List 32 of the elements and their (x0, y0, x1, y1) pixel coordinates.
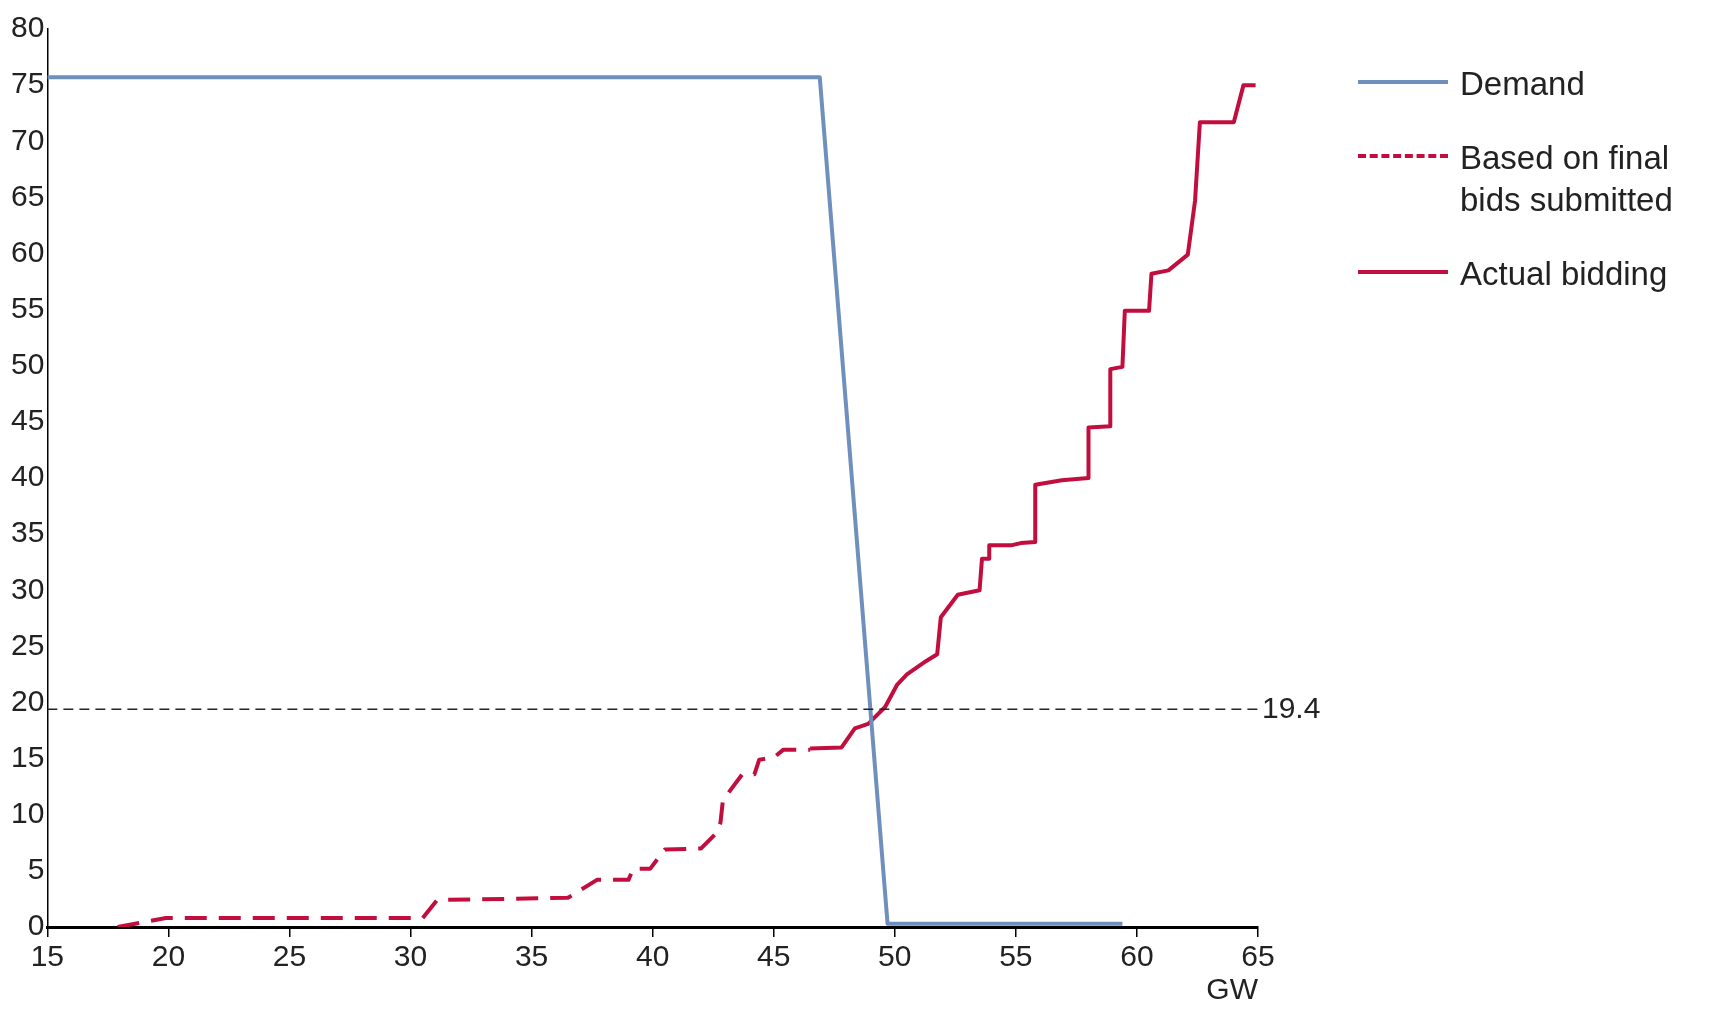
ref-line-label: 19.4 (1262, 690, 1321, 724)
x-tick-label: 60 (1120, 939, 1154, 973)
x-axis-title: GW (1206, 972, 1259, 1006)
legend-label: Actual bidding (1460, 254, 1669, 294)
y-tick-label: 70 (10, 122, 45, 156)
y-tick-label: 35 (10, 515, 45, 549)
y-tick-label: 40 (10, 459, 45, 493)
x-tick-label: 40 (636, 939, 670, 973)
x-tick-label: 20 (151, 939, 186, 973)
x-tick-label: 30 (393, 939, 428, 973)
y-tick-label: 15 (10, 739, 45, 773)
y-tick-label: 60 (10, 234, 45, 268)
x-tick-label: 55 (999, 939, 1033, 973)
x-tick-label: 50 (878, 939, 912, 973)
y-tick-label: 5 (27, 852, 45, 886)
legend-label: Based on final bids submitted (1460, 138, 1674, 220)
x-tick-label: 65 (1241, 939, 1275, 973)
y-tick-label: 55 (10, 290, 45, 324)
y-tick-label: 50 (10, 347, 45, 381)
y-tick-label: 45 (10, 403, 45, 437)
y-tick-label: 0 (27, 908, 45, 942)
x-tick-label: 25 (272, 939, 307, 973)
y-tick-label: 25 (10, 627, 45, 661)
x-tick-label: 35 (514, 939, 549, 973)
y-tick-label: 65 (10, 178, 45, 212)
x-tick-label: 45 (757, 939, 791, 973)
y-tick-label: 30 (10, 571, 45, 605)
y-tick-label: 10 (10, 796, 45, 830)
y-tick-label: 20 (10, 683, 45, 717)
y-tick-label: 75 (10, 66, 45, 100)
legend-label: Demand (1460, 64, 1586, 104)
y-tick-label: 80 (10, 10, 45, 44)
